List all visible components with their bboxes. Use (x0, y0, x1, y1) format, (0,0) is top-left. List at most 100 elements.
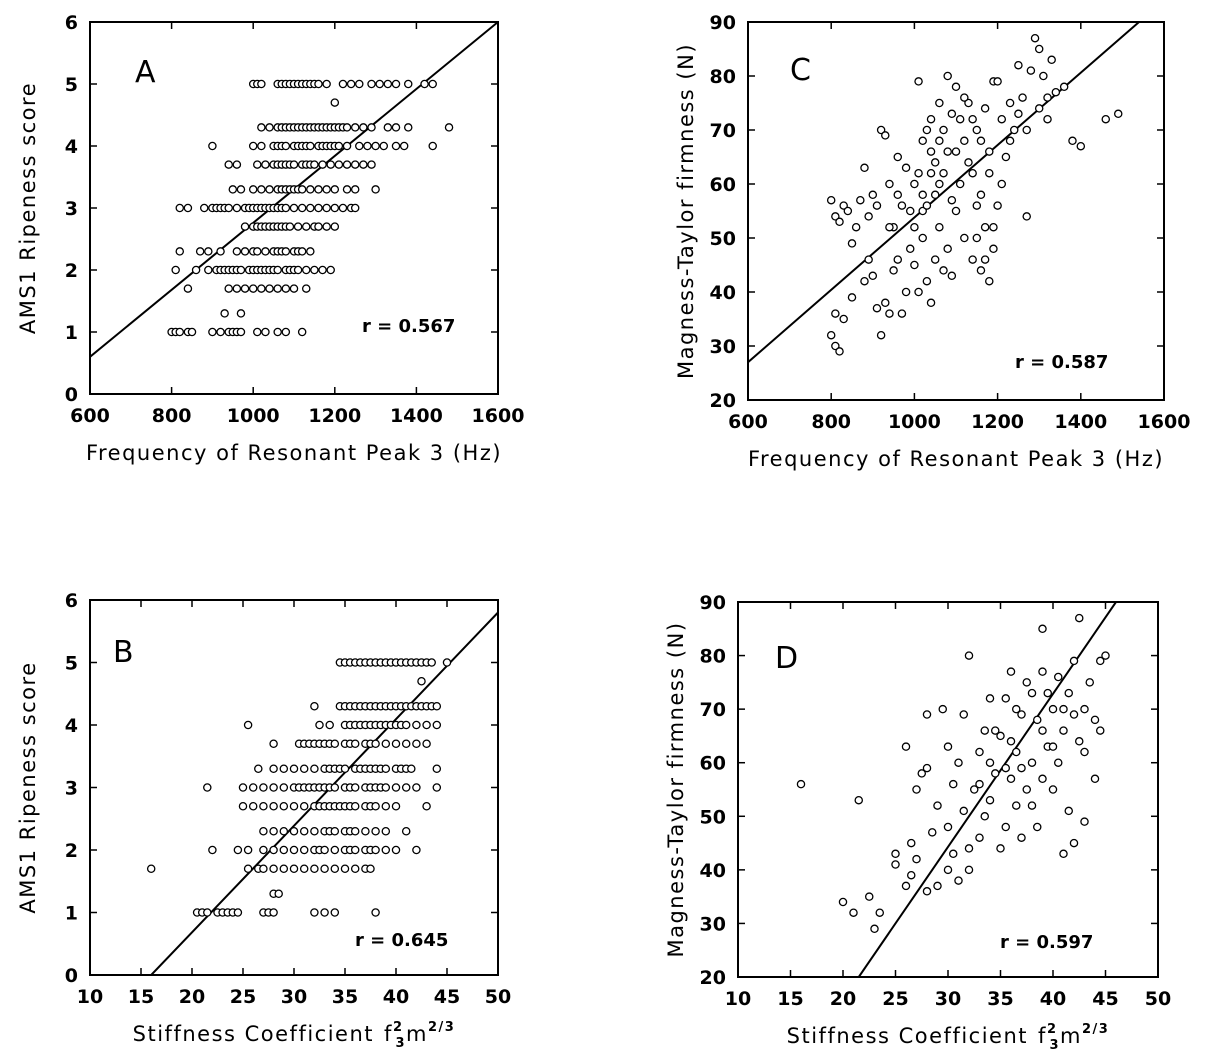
x-axis-label-sub: 3 (395, 1036, 406, 1051)
y-tick-label: 50 (700, 806, 726, 828)
data-point (922, 763, 932, 773)
x-axis-label-text: Stiffness Coefficient (787, 1024, 1028, 1048)
data-point (872, 201, 882, 210)
data-point (838, 897, 848, 907)
data-point (1030, 33, 1040, 43)
data-point (964, 158, 973, 167)
data-point (320, 845, 329, 855)
data-point (1085, 678, 1095, 687)
data-point (269, 845, 278, 855)
data-point (269, 783, 278, 792)
data-point (985, 795, 995, 805)
data-point (253, 247, 262, 256)
y-tick-label: 50 (710, 228, 736, 250)
data-point (257, 185, 266, 194)
data-point (310, 160, 319, 169)
data-point (281, 247, 291, 256)
data-point (310, 827, 319, 836)
x-tick-label: 50 (1145, 988, 1171, 1010)
data-point (412, 720, 421, 730)
data-point (951, 206, 961, 216)
data-point (248, 802, 258, 811)
data-point (1017, 833, 1026, 842)
data-point (175, 203, 185, 213)
y-tick-label: 70 (710, 120, 736, 142)
data-point (274, 889, 283, 899)
data-point (968, 255, 977, 264)
data-point (281, 141, 291, 151)
data-point (938, 704, 948, 714)
data-point (412, 783, 421, 792)
data-point (297, 203, 307, 213)
x-tick-label: 800 (152, 405, 192, 427)
data-point (379, 141, 389, 151)
data-point (851, 222, 861, 232)
data-point (330, 845, 340, 855)
y-tick-label: 1 (65, 903, 78, 925)
data-point (951, 147, 961, 156)
data-point (236, 185, 246, 194)
regression-line (748, 22, 1140, 363)
data-point (856, 195, 865, 205)
data-point (1059, 726, 1068, 735)
data-point (1054, 758, 1063, 767)
data-point (1043, 688, 1053, 698)
data-point (444, 123, 454, 132)
data-point (996, 844, 1005, 853)
data-point (322, 222, 331, 231)
data-point (1022, 678, 1032, 687)
data-point (269, 764, 278, 774)
data-point (330, 98, 340, 107)
x-axis-label-sup: 2 (393, 1020, 404, 1035)
data-point (1043, 93, 1052, 102)
data-point (432, 783, 442, 792)
x-tick-label: 1000 (227, 405, 280, 427)
data-point (985, 758, 995, 767)
x-tick-label: 1000 (888, 411, 941, 433)
data-point (917, 769, 927, 778)
data-point (1069, 838, 1079, 848)
data-point (314, 185, 323, 194)
data-point (891, 849, 900, 859)
data-point (183, 284, 193, 293)
panel-label: C (790, 53, 811, 88)
data-point (289, 160, 299, 169)
x-tick-label: 1400 (1054, 411, 1107, 433)
data-point (1009, 125, 1019, 135)
data-point (183, 203, 193, 213)
panel-label: A (135, 55, 156, 90)
data-point (254, 764, 263, 774)
data-point (289, 864, 299, 874)
data-point (204, 265, 213, 275)
y-tick-label: 3 (65, 778, 78, 800)
data-point (1076, 141, 1086, 151)
data-point (1080, 747, 1089, 757)
data-point (847, 239, 857, 248)
data-point (238, 802, 248, 811)
data-point (980, 255, 990, 264)
data-point (860, 163, 869, 173)
data-point (350, 185, 360, 194)
data-point (849, 908, 858, 917)
data-point (342, 123, 352, 132)
correlation-label: r = 0.587 (1015, 352, 1108, 373)
data-point (922, 201, 932, 210)
y-tick-label: 30 (700, 913, 726, 935)
data-point (199, 203, 209, 213)
y-axis-label: Magness-Taylor firmness (N) (674, 43, 698, 379)
data-point (922, 710, 932, 719)
data-point (935, 222, 944, 232)
data-point (432, 720, 442, 730)
data-point (383, 79, 393, 89)
data-point (338, 203, 348, 213)
data-point (964, 844, 974, 853)
data-point (964, 651, 974, 660)
data-point (1038, 774, 1047, 784)
x-axis-label-mid: m (1060, 1024, 1082, 1048)
data-point (293, 265, 303, 275)
data-point (208, 141, 217, 151)
data-point (204, 247, 213, 256)
data-point (279, 802, 289, 811)
data-point (975, 779, 984, 789)
data-point (243, 845, 253, 855)
